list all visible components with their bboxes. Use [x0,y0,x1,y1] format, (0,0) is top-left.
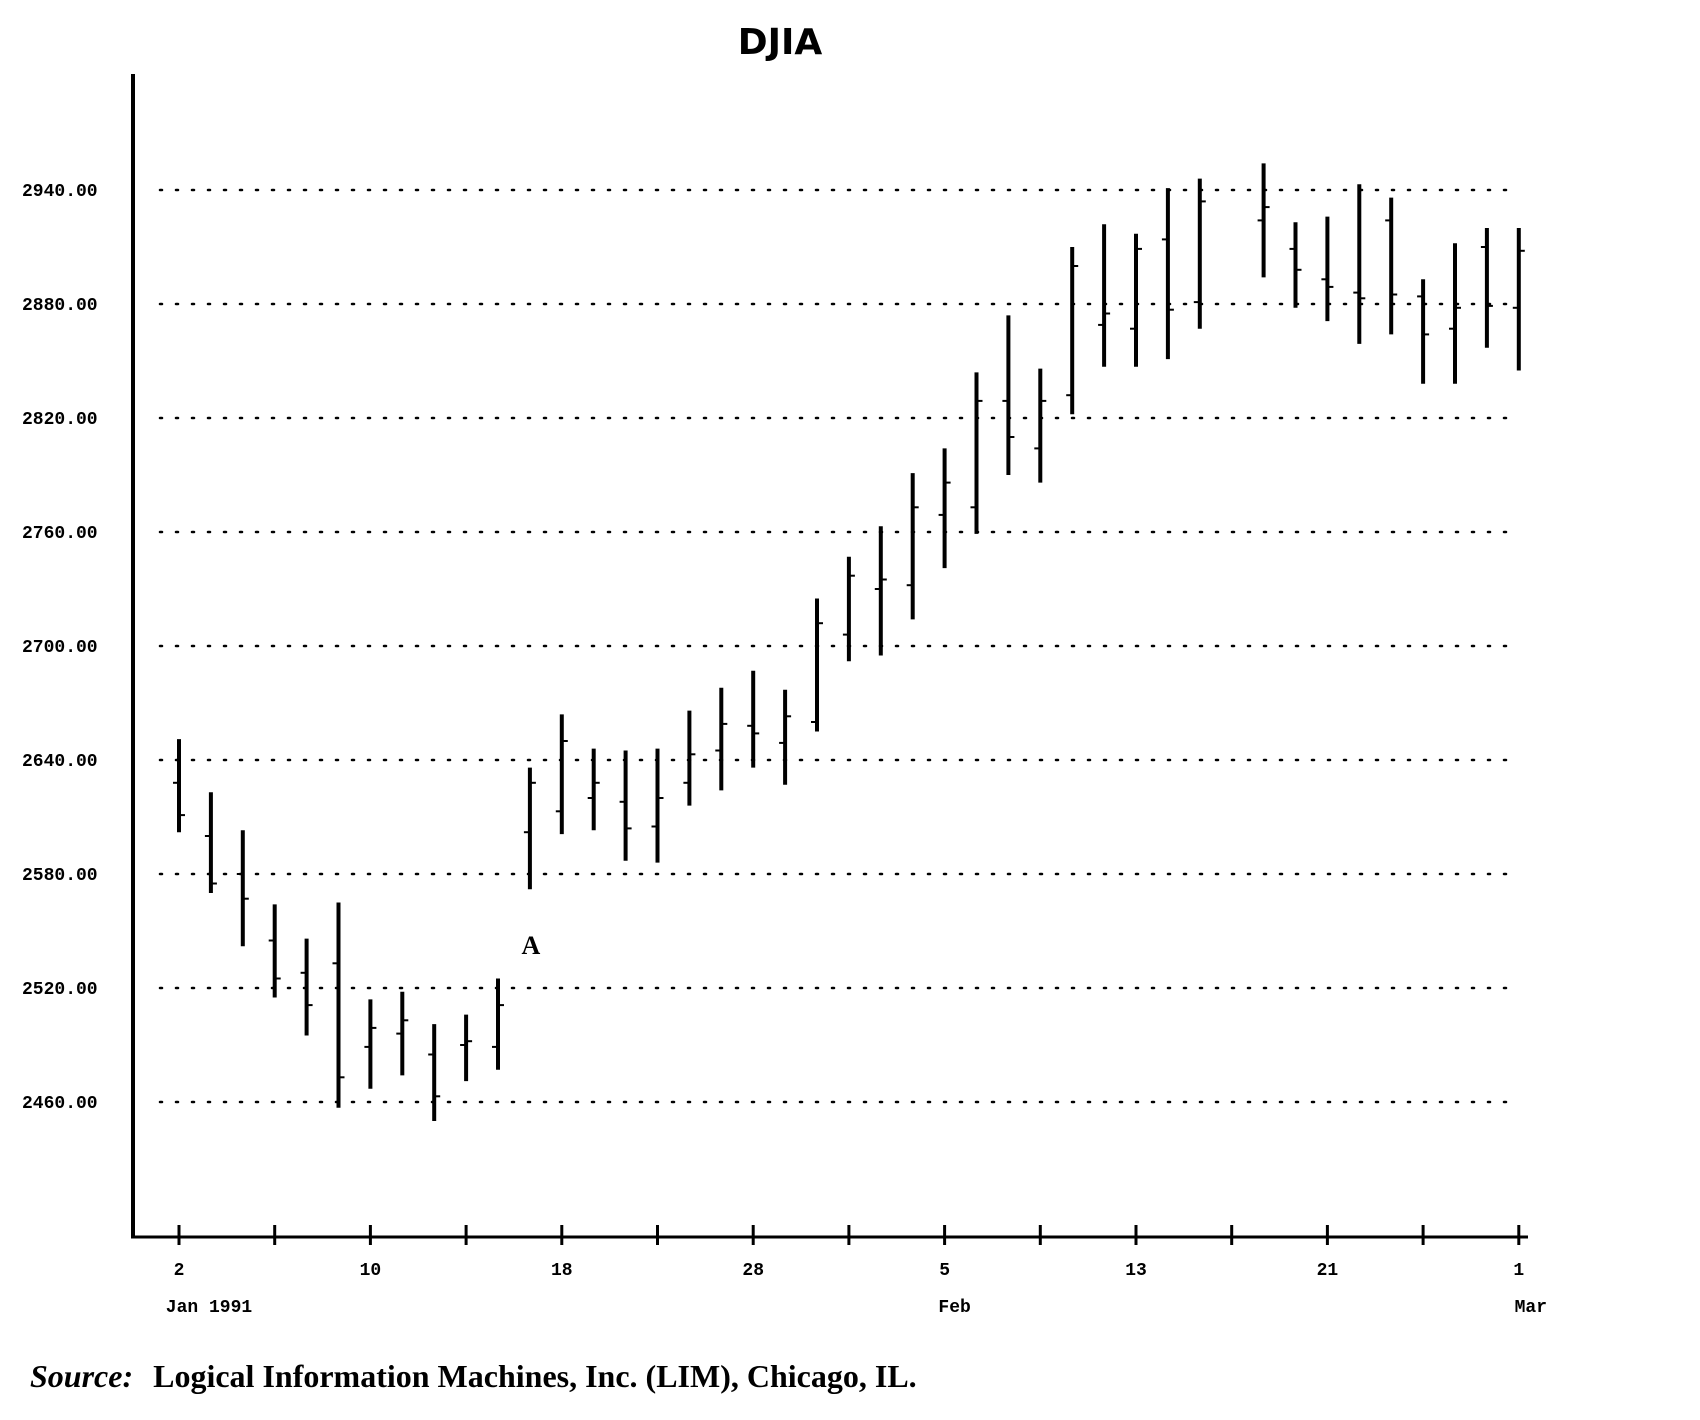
x-tick-label: 5 [939,1261,950,1281]
x-tick-label: 28 [742,1261,764,1281]
y-tick-label: 2520.00 [22,980,98,1000]
y-tick-label: 2760.00 [22,524,98,544]
x-tick-label: 13 [1125,1261,1147,1281]
y-tick-label: 2580.00 [22,866,98,886]
source-label: Source: [30,1358,133,1394]
chart-title: DJIA [738,22,823,63]
x-tick-label: 18 [551,1261,573,1281]
y-tick-label: 2700.00 [22,638,98,658]
y-tick-label: 2940.00 [22,182,98,202]
month-label: Jan 1991 [166,1298,253,1318]
x-tick-label: 2 [174,1261,185,1281]
x-tick-label: 10 [360,1261,382,1281]
y-tick-label: 2640.00 [22,752,98,772]
annotation: A [522,931,541,960]
month-label: Feb [938,1298,970,1318]
x-tick-label: 21 [1317,1261,1339,1281]
y-tick-label: 2880.00 [22,296,98,316]
source: Source: Logical Information Machines, Inc… [30,1358,917,1394]
month-label: Mar [1515,1298,1547,1318]
x-tick-label: 1 [1513,1261,1524,1281]
source-text: Logical Information Machines, Inc. (LIM)… [153,1358,917,1394]
y-tick-label: 2460.00 [22,1094,98,1114]
y-tick-label: 2820.00 [22,410,98,430]
